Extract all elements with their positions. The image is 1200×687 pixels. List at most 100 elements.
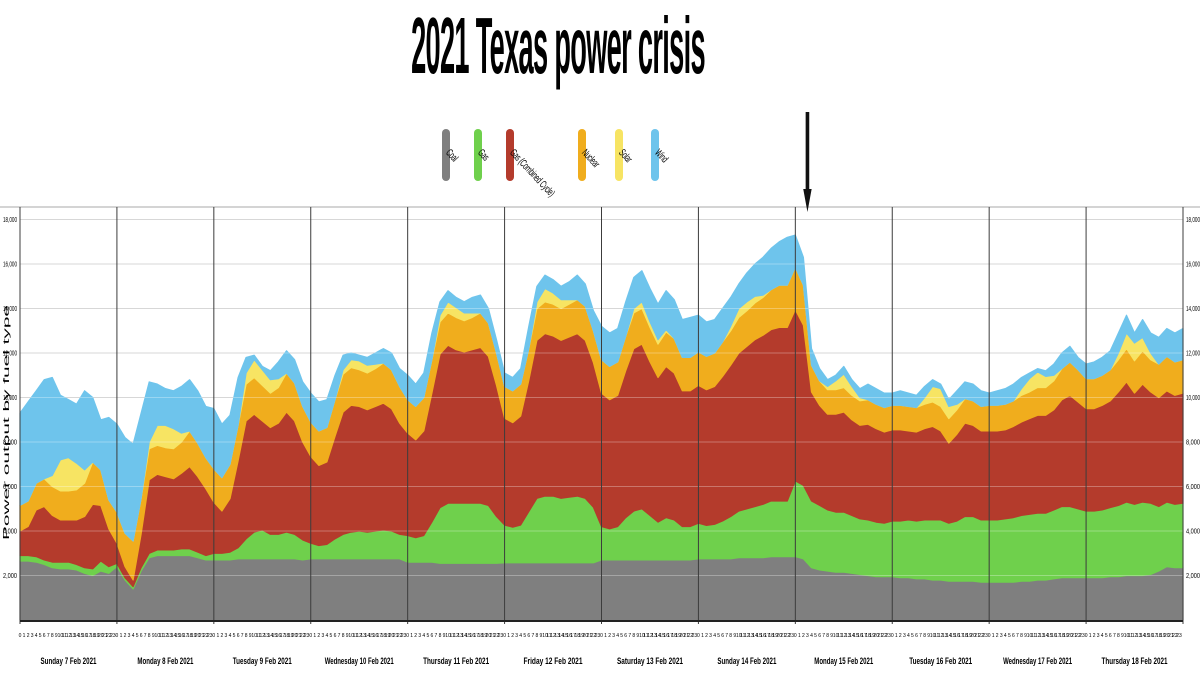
- svg-text:4,000: 4,000: [3, 529, 17, 536]
- svg-text:23: 23: [110, 633, 116, 639]
- svg-text:13: 13: [264, 633, 270, 639]
- svg-text:19: 19: [675, 633, 681, 639]
- svg-text:1: 1: [895, 633, 898, 639]
- svg-text:17: 17: [86, 633, 92, 639]
- svg-text:18: 18: [187, 633, 193, 639]
- svg-text:1: 1: [798, 633, 801, 639]
- svg-text:6: 6: [1109, 633, 1112, 639]
- svg-text:23: 23: [885, 633, 891, 639]
- svg-text:8: 8: [439, 633, 442, 639]
- svg-text:14: 14: [655, 633, 661, 639]
- svg-text:19: 19: [772, 633, 778, 639]
- svg-text:11: 11: [934, 633, 939, 639]
- gas-swatch: [474, 129, 482, 181]
- gas-combined-cycle-swatch: [506, 129, 514, 181]
- svg-text:6: 6: [334, 633, 337, 639]
- svg-text:1: 1: [217, 633, 220, 639]
- svg-text:9: 9: [927, 633, 930, 639]
- svg-text:19: 19: [966, 633, 972, 639]
- svg-text:5: 5: [1008, 633, 1011, 639]
- svg-text:11: 11: [449, 633, 454, 639]
- svg-text:5: 5: [717, 633, 720, 639]
- svg-text:9: 9: [540, 633, 543, 639]
- svg-text:5: 5: [427, 633, 430, 639]
- svg-text:Tuesday 16 Feb 2021: Tuesday 16 Feb 2021: [909, 656, 972, 666]
- svg-text:2: 2: [221, 633, 224, 639]
- svg-text:19: 19: [1063, 633, 1069, 639]
- svg-text:19: 19: [288, 633, 294, 639]
- svg-text:17: 17: [474, 633, 480, 639]
- svg-text:23: 23: [692, 633, 698, 639]
- svg-text:7: 7: [919, 633, 922, 639]
- svg-text:1: 1: [507, 633, 510, 639]
- svg-text:15: 15: [369, 633, 375, 639]
- svg-text:22: 22: [881, 633, 887, 639]
- svg-text:3: 3: [1097, 633, 1100, 639]
- nuclear-swatch: [578, 129, 586, 181]
- svg-text:10: 10: [1027, 633, 1033, 639]
- svg-text:Sunday 7 Feb 2021: Sunday 7 Feb 2021: [41, 656, 97, 666]
- svg-text:15: 15: [78, 633, 84, 639]
- svg-text:16: 16: [663, 633, 669, 639]
- svg-text:21: 21: [199, 633, 205, 639]
- svg-text:14,000: 14,000: [1186, 306, 1200, 313]
- svg-text:7: 7: [1113, 633, 1116, 639]
- svg-text:0: 0: [116, 633, 119, 639]
- svg-text:5: 5: [814, 633, 817, 639]
- svg-text:18,000: 18,000: [1186, 217, 1200, 224]
- svg-text:4: 4: [907, 633, 910, 639]
- svg-text:Monday 8 Feb 2021: Monday 8 Feb 2021: [137, 656, 193, 666]
- svg-text:16: 16: [857, 633, 863, 639]
- svg-text:4: 4: [616, 633, 619, 639]
- svg-text:4: 4: [713, 633, 716, 639]
- svg-text:5: 5: [911, 633, 914, 639]
- chart-title: 2021 Texas power crisis: [411, 1, 706, 90]
- legend-entry-coal: Coal: [442, 129, 472, 189]
- svg-text:6: 6: [527, 633, 530, 639]
- svg-text:2: 2: [124, 633, 127, 639]
- svg-text:9: 9: [636, 633, 639, 639]
- svg-text:18: 18: [865, 633, 871, 639]
- svg-text:14: 14: [365, 633, 371, 639]
- svg-text:22: 22: [397, 633, 403, 639]
- svg-text:9: 9: [733, 633, 736, 639]
- svg-text:10: 10: [251, 633, 257, 639]
- svg-text:13: 13: [651, 633, 657, 639]
- svg-text:2,000: 2,000: [3, 573, 17, 580]
- svg-text:5: 5: [330, 633, 333, 639]
- svg-text:10,000: 10,000: [3, 395, 17, 402]
- svg-text:14: 14: [946, 633, 952, 639]
- svg-text:13: 13: [360, 633, 366, 639]
- svg-text:18: 18: [768, 633, 774, 639]
- svg-text:14: 14: [558, 633, 564, 639]
- svg-text:6: 6: [915, 633, 918, 639]
- svg-text:3: 3: [709, 633, 712, 639]
- svg-text:Monday 15 Feb 2021: Monday 15 Feb 2021: [814, 656, 873, 666]
- svg-text:23: 23: [1079, 633, 1085, 639]
- y-tick-labels-left: 2,000 4,000 6,000 8,000 10,000 12,000 14,000 16…: [3, 217, 17, 580]
- svg-text:9: 9: [152, 633, 155, 639]
- svg-text:23: 23: [304, 633, 310, 639]
- svg-text:15: 15: [175, 633, 181, 639]
- svg-text:3: 3: [225, 633, 228, 639]
- svg-text:2: 2: [511, 633, 514, 639]
- svg-text:20: 20: [583, 633, 589, 639]
- svg-text:16: 16: [82, 633, 88, 639]
- svg-text:15: 15: [1144, 633, 1150, 639]
- svg-text:4: 4: [422, 633, 425, 639]
- day-labels: Sunday 7 Feb 2021 Monday 8 Feb 2021 Tuesda…: [41, 656, 1168, 666]
- svg-text:22: 22: [1075, 633, 1081, 639]
- svg-text:4: 4: [810, 633, 813, 639]
- legend-entry-gas-combined-cycle: Gas (Combined Cycle): [506, 129, 557, 199]
- svg-text:23: 23: [595, 633, 601, 639]
- svg-text:19: 19: [869, 633, 875, 639]
- svg-text:21: 21: [393, 633, 399, 639]
- svg-text:20: 20: [486, 633, 492, 639]
- svg-text:8: 8: [245, 633, 248, 639]
- svg-text:2: 2: [608, 633, 611, 639]
- svg-text:8: 8: [826, 633, 829, 639]
- svg-text:21: 21: [587, 633, 593, 639]
- svg-text:23: 23: [789, 633, 795, 639]
- svg-text:2: 2: [1093, 633, 1096, 639]
- svg-text:22: 22: [978, 633, 984, 639]
